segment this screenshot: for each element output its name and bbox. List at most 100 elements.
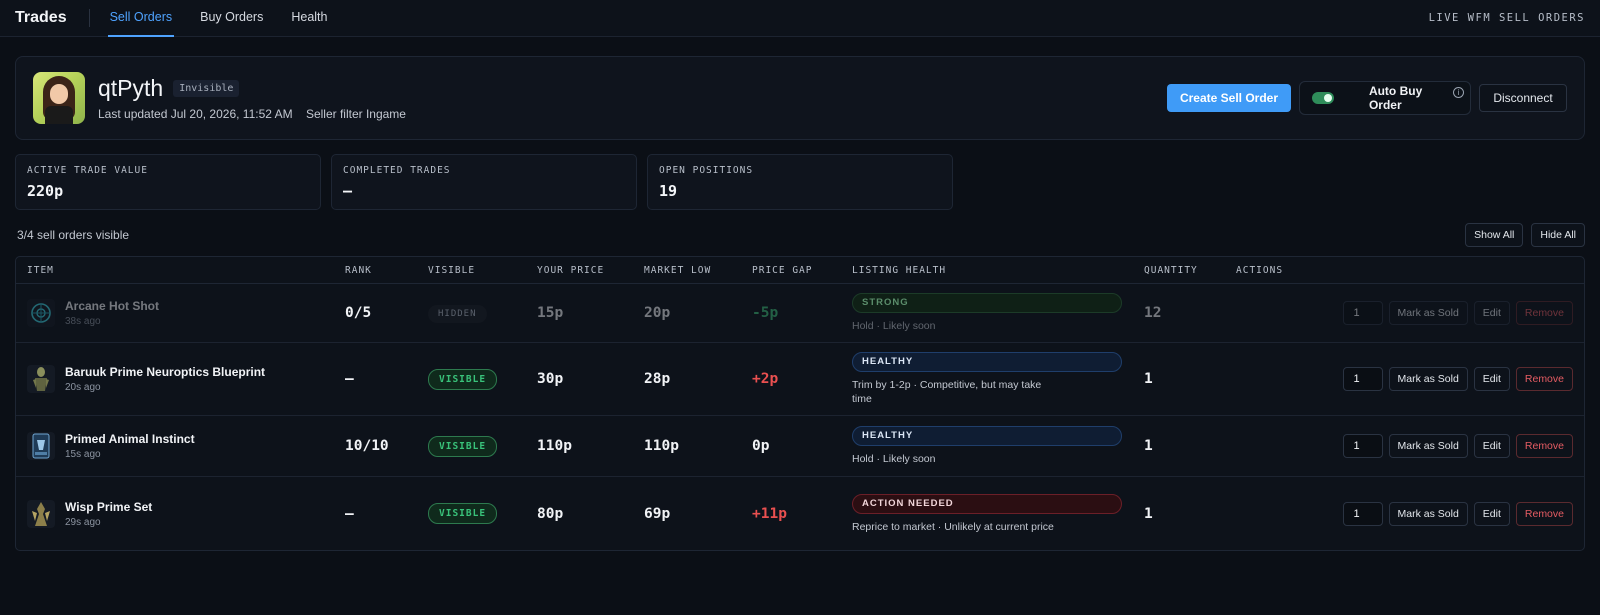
- mark-as-sold-button[interactable]: Mark as Sold: [1388, 367, 1468, 391]
- col-item: ITEM: [27, 264, 54, 276]
- profile-card: qtPyth Invisible Last updated Jul 20, 20…: [15, 56, 1585, 140]
- sell-orders-table: ITEM RANK VISIBLE YOUR PRICE MARKET LOW …: [15, 256, 1585, 551]
- your-price: 15p: [537, 305, 564, 321]
- row-actions: Mark as Sold Edit Remove: [1225, 301, 1584, 325]
- health-note: Reprice to market · Unlikely at current …: [852, 520, 1054, 533]
- table-row: Wisp Prime Set 29s ago — VISIBLE 80p 69p…: [16, 477, 1584, 550]
- stat-label: COMPLETED TRADES: [343, 165, 451, 176]
- visibility-badge[interactable]: VISIBLE: [428, 368, 498, 390]
- username: qtPyth: [98, 75, 164, 101]
- mark-as-sold-button[interactable]: Mark as Sold: [1388, 434, 1468, 458]
- remove-button[interactable]: Remove: [1515, 434, 1573, 458]
- col-visible: VISIBLE: [428, 264, 476, 276]
- item-name: Arcane Hot Shot: [65, 299, 160, 313]
- remove-button[interactable]: Remove: [1515, 367, 1573, 391]
- quantity-input[interactable]: [1342, 434, 1383, 458]
- listing-health-badge: HEALTHY: [852, 352, 1122, 372]
- tab-buy-orders[interactable]: Buy Orders: [200, 9, 264, 24]
- tab-health[interactable]: Health: [291, 9, 328, 24]
- orders-toolbar: 3/4 sell orders visible Show All Hide Al…: [17, 223, 1585, 247]
- stat-label: OPEN POSITIONS: [659, 165, 754, 176]
- price-gap: +2p: [752, 371, 779, 387]
- quantity: 1: [1144, 371, 1153, 387]
- table-header: ITEM RANK VISIBLE YOUR PRICE MARKET LOW …: [16, 257, 1584, 284]
- row-actions: Mark as Sold Edit Remove: [1225, 434, 1584, 458]
- show-all-button[interactable]: Show All: [1465, 223, 1524, 247]
- col-listing-health: LISTING HEALTH: [852, 264, 947, 276]
- last-updated: Last updated Jul 20, 2026, 11:52 AM: [98, 107, 293, 121]
- item-cell: Wisp Prime Set 29s ago: [16, 499, 334, 528]
- orders-visible-count: 3/4 sell orders visible: [17, 228, 130, 242]
- avatar: [33, 72, 85, 124]
- col-price-gap: PRICE GAP: [752, 264, 813, 276]
- edit-button[interactable]: Edit: [1473, 301, 1510, 325]
- rank: —: [345, 505, 354, 522]
- quantity-input[interactable]: [1342, 367, 1383, 391]
- auto-buy-toggle[interactable]: [1312, 92, 1334, 104]
- visibility-badge[interactable]: VISIBLE: [428, 503, 498, 524]
- item-cell: Primed Animal Instinct 15s ago: [16, 432, 334, 460]
- price-gap: 0p: [752, 438, 770, 454]
- remove-button[interactable]: Remove: [1515, 301, 1573, 325]
- nav-tabs: Sell Orders Buy Orders Health: [107, 0, 354, 37]
- visibility-badge[interactable]: HIDDEN: [428, 304, 487, 323]
- stat-value: 220p: [27, 182, 64, 200]
- price-gap: -5p: [752, 305, 779, 321]
- item-cell: Baruuk Prime Neuroptics Blueprint 20s ag…: [16, 365, 334, 393]
- market-low: 28p: [644, 371, 671, 387]
- tab-sell-orders[interactable]: Sell Orders: [107, 0, 175, 37]
- your-price: 80p: [537, 505, 564, 522]
- table-row: Baruuk Prime Neuroptics Blueprint 20s ag…: [16, 343, 1584, 416]
- arcane-icon: [27, 299, 55, 327]
- auto-buy-label: Auto Buy Order: [1368, 84, 1423, 112]
- your-price: 110p: [537, 438, 572, 454]
- item-cell: Arcane Hot Shot 38s ago: [16, 299, 334, 327]
- listing-health-badge: HEALTHY: [852, 426, 1122, 446]
- quantity-input[interactable]: [1342, 501, 1383, 526]
- stats-row: ACTIVE TRADE VALUE 220p COMPLETED TRADES…: [15, 154, 1585, 210]
- edit-button[interactable]: Edit: [1473, 367, 1510, 391]
- stat-completed-trades: COMPLETED TRADES —: [331, 154, 637, 210]
- table-row: Primed Animal Instinct 15s ago 10/10 VIS…: [16, 416, 1584, 477]
- item-age: 15s ago: [65, 449, 101, 460]
- rank: —: [345, 371, 354, 387]
- visibility-badge[interactable]: VISIBLE: [428, 435, 498, 457]
- info-icon[interactable]: i: [1453, 87, 1464, 98]
- remove-button[interactable]: Remove: [1515, 501, 1573, 526]
- warframe-set-icon: [27, 499, 55, 528]
- hide-all-button[interactable]: Hide All: [1531, 223, 1585, 247]
- live-status-label: LIVE WFM SELL ORDERS: [1428, 12, 1585, 24]
- mark-as-sold-button[interactable]: Mark as Sold: [1388, 501, 1468, 526]
- item-name: Primed Animal Instinct: [65, 432, 195, 446]
- item-age: 29s ago: [65, 516, 101, 528]
- create-sell-order-button[interactable]: Create Sell Order: [1166, 84, 1291, 112]
- table-row: Arcane Hot Shot 38s ago 0/5 HIDDEN 15p 2…: [16, 284, 1584, 343]
- row-actions: Mark as Sold Edit Remove: [1225, 501, 1584, 526]
- rank: 10/10: [345, 438, 389, 454]
- col-actions: ACTIONS: [1236, 264, 1284, 276]
- mark-as-sold-button[interactable]: Mark as Sold: [1388, 301, 1468, 325]
- health-note: Hold · Likely soon: [852, 453, 936, 465]
- item-age: 20s ago: [65, 382, 101, 393]
- listing-health-badge: ACTION NEEDED: [852, 493, 1122, 514]
- status-badge: Invisible: [173, 80, 240, 97]
- market-low: 110p: [644, 438, 679, 454]
- disconnect-button[interactable]: Disconnect: [1479, 84, 1567, 112]
- app-title: Trades: [15, 9, 90, 27]
- your-price: 30p: [537, 371, 564, 387]
- quantity-input[interactable]: [1342, 301, 1383, 325]
- rank: 0/5: [345, 305, 372, 321]
- listing-health-badge: STRONG: [852, 293, 1122, 313]
- mod-card-icon: [27, 432, 55, 460]
- stat-value: —: [343, 182, 353, 200]
- health-note: Hold · Likely soon: [852, 320, 936, 332]
- col-your-price: YOUR PRICE: [537, 264, 605, 276]
- stat-value: 19: [659, 182, 678, 200]
- market-low: 20p: [644, 305, 671, 321]
- stat-active-trade-value: ACTIVE TRADE VALUE 220p: [15, 154, 321, 210]
- edit-button[interactable]: Edit: [1473, 434, 1510, 458]
- edit-button[interactable]: Edit: [1473, 501, 1510, 526]
- item-name: Baruuk Prime Neuroptics Blueprint: [65, 365, 266, 379]
- health-note: Trim by 1-2p · Competitive, but may take…: [852, 379, 1042, 405]
- auto-buy-order-control: Auto Buy Order i: [1299, 81, 1471, 115]
